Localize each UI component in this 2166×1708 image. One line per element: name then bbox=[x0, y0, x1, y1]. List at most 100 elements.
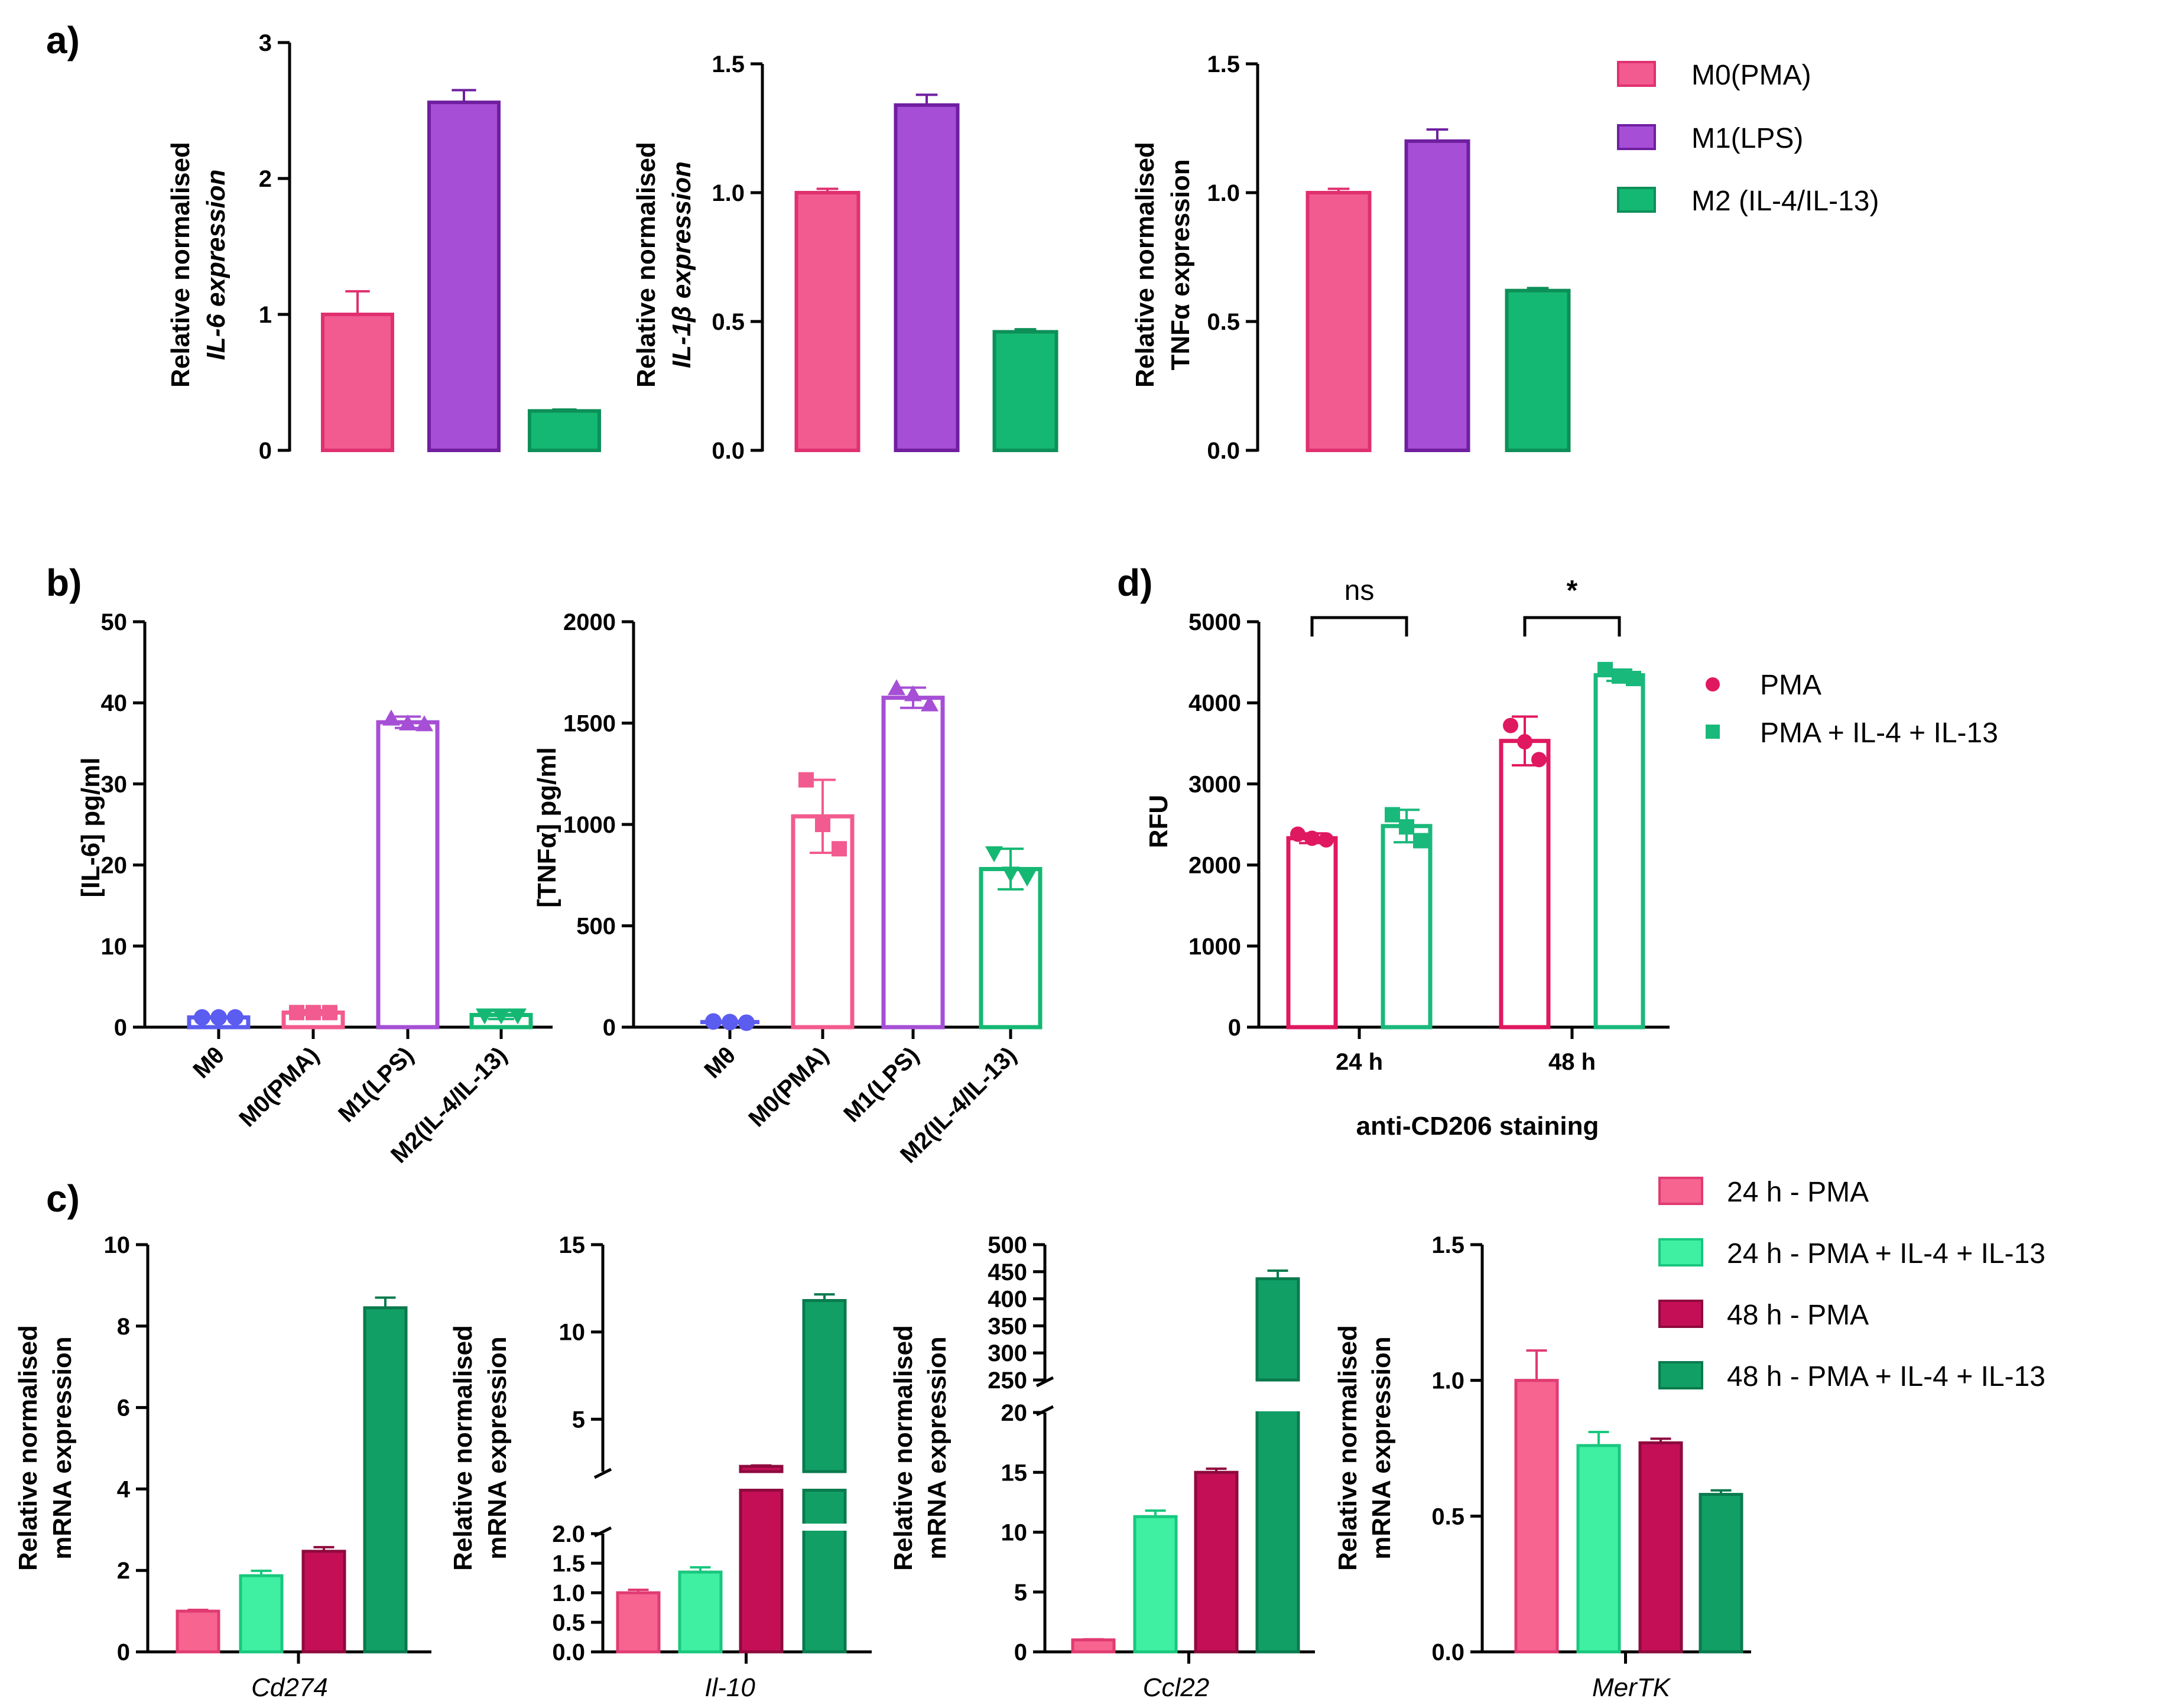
c2-lower-ytick-label-4: 2.0 bbox=[552, 1521, 585, 1547]
legend-a-label-m0: M0(PMA) bbox=[1691, 60, 1811, 91]
d-point-1-0-0 bbox=[1385, 807, 1400, 823]
b1-point-3-2 bbox=[509, 1008, 527, 1025]
c1-ytick-label-1: 2 bbox=[117, 1558, 130, 1584]
legend-a-label-m1: M1(LPS) bbox=[1691, 123, 1803, 154]
c2-bar-3 bbox=[802, 1489, 847, 1654]
chart-c1: Relative normalised mRNA expression Cd27… bbox=[14, 1232, 431, 1702]
c4-ytick-label-0: 0.0 bbox=[1431, 1639, 1464, 1665]
legend-d: PMA PMA + IL-4 + IL-13 bbox=[1706, 670, 1998, 749]
d-point-1-1-0 bbox=[1597, 661, 1613, 677]
c2-axis-break-upper bbox=[593, 1467, 612, 1479]
d-bar-1-0 bbox=[1381, 824, 1433, 1030]
c3-lower-ytick-label-0: 0 bbox=[1014, 1639, 1027, 1665]
a2-bar-2 bbox=[992, 330, 1058, 452]
d-significance-label-1: * bbox=[1567, 575, 1578, 606]
c4-bar-1 bbox=[1576, 1444, 1621, 1654]
a3-ylabel-line2: TNFα expression bbox=[1166, 159, 1195, 370]
c3-upper-ytick-label-0: 250 bbox=[988, 1368, 1027, 1394]
d-ytick-label-4: 4000 bbox=[1188, 690, 1241, 716]
d-point-0-1-1 bbox=[1517, 734, 1532, 750]
c3-upper-ytick-label-4: 450 bbox=[988, 1259, 1027, 1285]
b1-xtick-label-2: M1(LPS) bbox=[333, 1042, 418, 1127]
d-xlabel: anti-CD206 staining bbox=[1356, 1112, 1599, 1141]
panel-letter-b: b) bbox=[46, 561, 82, 604]
b2-ytick-label-1: 500 bbox=[576, 914, 616, 940]
c2-bar-2-upper bbox=[739, 1465, 784, 1473]
d-point-1-1-2 bbox=[1626, 671, 1641, 687]
chart-a2: Relative normalised IL-1β expression 0.0… bbox=[632, 51, 1058, 464]
legend-c-swatch-0 bbox=[1658, 1177, 1703, 1205]
a2-ylabel-line1: Relative normalised bbox=[632, 142, 661, 388]
c1-bar-2 bbox=[301, 1550, 346, 1654]
c1-ylabel-line1: Relative normalised bbox=[14, 1325, 43, 1571]
b2-point-1-1 bbox=[815, 817, 830, 832]
legend-c-swatch-2 bbox=[1658, 1300, 1703, 1328]
c3-upper-ytick-label-5: 500 bbox=[988, 1232, 1027, 1258]
d-bar-0-0 bbox=[1286, 836, 1338, 1030]
b2-point-3-2 bbox=[1018, 871, 1036, 887]
d-xtick-label-0: 24 h bbox=[1336, 1049, 1383, 1075]
c3-lower-ytick-label-1: 5 bbox=[1014, 1580, 1027, 1606]
b1-bar-2 bbox=[376, 720, 440, 1030]
b1-xtick-label-0: Mθ bbox=[188, 1042, 229, 1083]
a1-ytick-label-0: 0 bbox=[259, 438, 272, 464]
b2-point-3-1 bbox=[1002, 866, 1019, 883]
b2-xtick-label-0: Mθ bbox=[699, 1042, 741, 1083]
b1-point-2-2 bbox=[415, 715, 433, 732]
c1-bar-1 bbox=[239, 1574, 284, 1654]
b2-point-0-2 bbox=[738, 1014, 755, 1031]
d-ytick-label-2: 2000 bbox=[1188, 853, 1241, 879]
panel-letter-a: a) bbox=[46, 19, 80, 61]
legend-d-marker-pma bbox=[1706, 677, 1720, 691]
c4-gene-label: MerTK bbox=[1592, 1673, 1671, 1702]
c2-bar-break-stripe bbox=[801, 1524, 848, 1531]
c4-ytick-label-2: 1.0 bbox=[1431, 1368, 1464, 1394]
c4-bar-2 bbox=[1638, 1441, 1683, 1654]
a3-ytick-label-1: 0.5 bbox=[1207, 309, 1240, 335]
a1-bar-2 bbox=[528, 409, 601, 452]
c2-gene-label: Il-10 bbox=[704, 1673, 755, 1702]
c1-ytick-label-4: 8 bbox=[117, 1314, 130, 1340]
a3-ytick-label-2: 1.0 bbox=[1207, 180, 1240, 206]
b1-ytick-label-0: 0 bbox=[114, 1015, 127, 1041]
c3-axis-break-upper bbox=[1035, 1376, 1054, 1388]
a2-bar-0 bbox=[794, 191, 860, 452]
d-ytick-label-1: 1000 bbox=[1188, 934, 1241, 960]
b2-point-3-0 bbox=[985, 846, 1003, 863]
a1-ytick-label-3: 3 bbox=[259, 30, 272, 56]
c2-bar-2 bbox=[739, 1489, 784, 1654]
legend-a: M0(PMA) M1(LPS) M2 (IL-4/IL-13) bbox=[1617, 60, 1879, 217]
c3-bar-break-stripe bbox=[1254, 1383, 1301, 1411]
c2-lower-ytick-label-0: 0.0 bbox=[552, 1639, 585, 1665]
b1-point-1-1 bbox=[306, 1005, 321, 1021]
c2-lower-ytick-label-1: 0.5 bbox=[552, 1610, 585, 1636]
b1-ytick-label-4: 40 bbox=[101, 690, 128, 716]
a2-ylabel-line2: IL-1β expression bbox=[667, 161, 696, 368]
b2-bar-2 bbox=[881, 696, 945, 1030]
b1-point-2-1 bbox=[399, 714, 417, 730]
b1-point-2-0 bbox=[382, 709, 400, 726]
b2-xtick-label-1: M0(PMA) bbox=[743, 1042, 833, 1132]
c2-ylabel-line2: mRNA expression bbox=[483, 1336, 512, 1559]
d-significance-bracket-0 bbox=[1310, 616, 1408, 637]
d-ytick-label-5: 5000 bbox=[1188, 609, 1241, 635]
b2-ytick-label-3: 1500 bbox=[563, 711, 616, 737]
b1-point-3-1 bbox=[492, 1008, 510, 1025]
c4-bar-3 bbox=[1699, 1493, 1743, 1654]
a3-ylabel-line1: Relative normalised bbox=[1131, 142, 1160, 388]
b2-point-1-0 bbox=[798, 772, 814, 788]
chart-b2: [TNFα] pg/ml 0 500 1000 1500 2000 Mθ M0(PMA) M1… bbox=[532, 609, 1043, 1168]
a2-ytick-label-2: 1.0 bbox=[712, 180, 745, 206]
b1-point-1-0 bbox=[289, 1005, 304, 1021]
b1-point-0-0 bbox=[194, 1009, 210, 1026]
d-point-0-0-2 bbox=[1319, 832, 1334, 848]
d-ytick-label-3: 3000 bbox=[1188, 771, 1241, 797]
c4-ytick-label-1: 0.5 bbox=[1431, 1504, 1464, 1530]
c3-upper-ytick-label-3: 400 bbox=[988, 1287, 1027, 1313]
b2-ytick-label-2: 1000 bbox=[563, 812, 616, 838]
chart-a3: Relative normalised TNFα expression 0.0 0… bbox=[1131, 51, 1571, 464]
a1-bar-0 bbox=[321, 313, 394, 452]
b2-ylabel: [TNFα] pg/ml bbox=[532, 747, 561, 907]
c1-ytick-label-0: 0 bbox=[117, 1639, 130, 1665]
b2-ytick-label-4: 2000 bbox=[563, 609, 616, 635]
